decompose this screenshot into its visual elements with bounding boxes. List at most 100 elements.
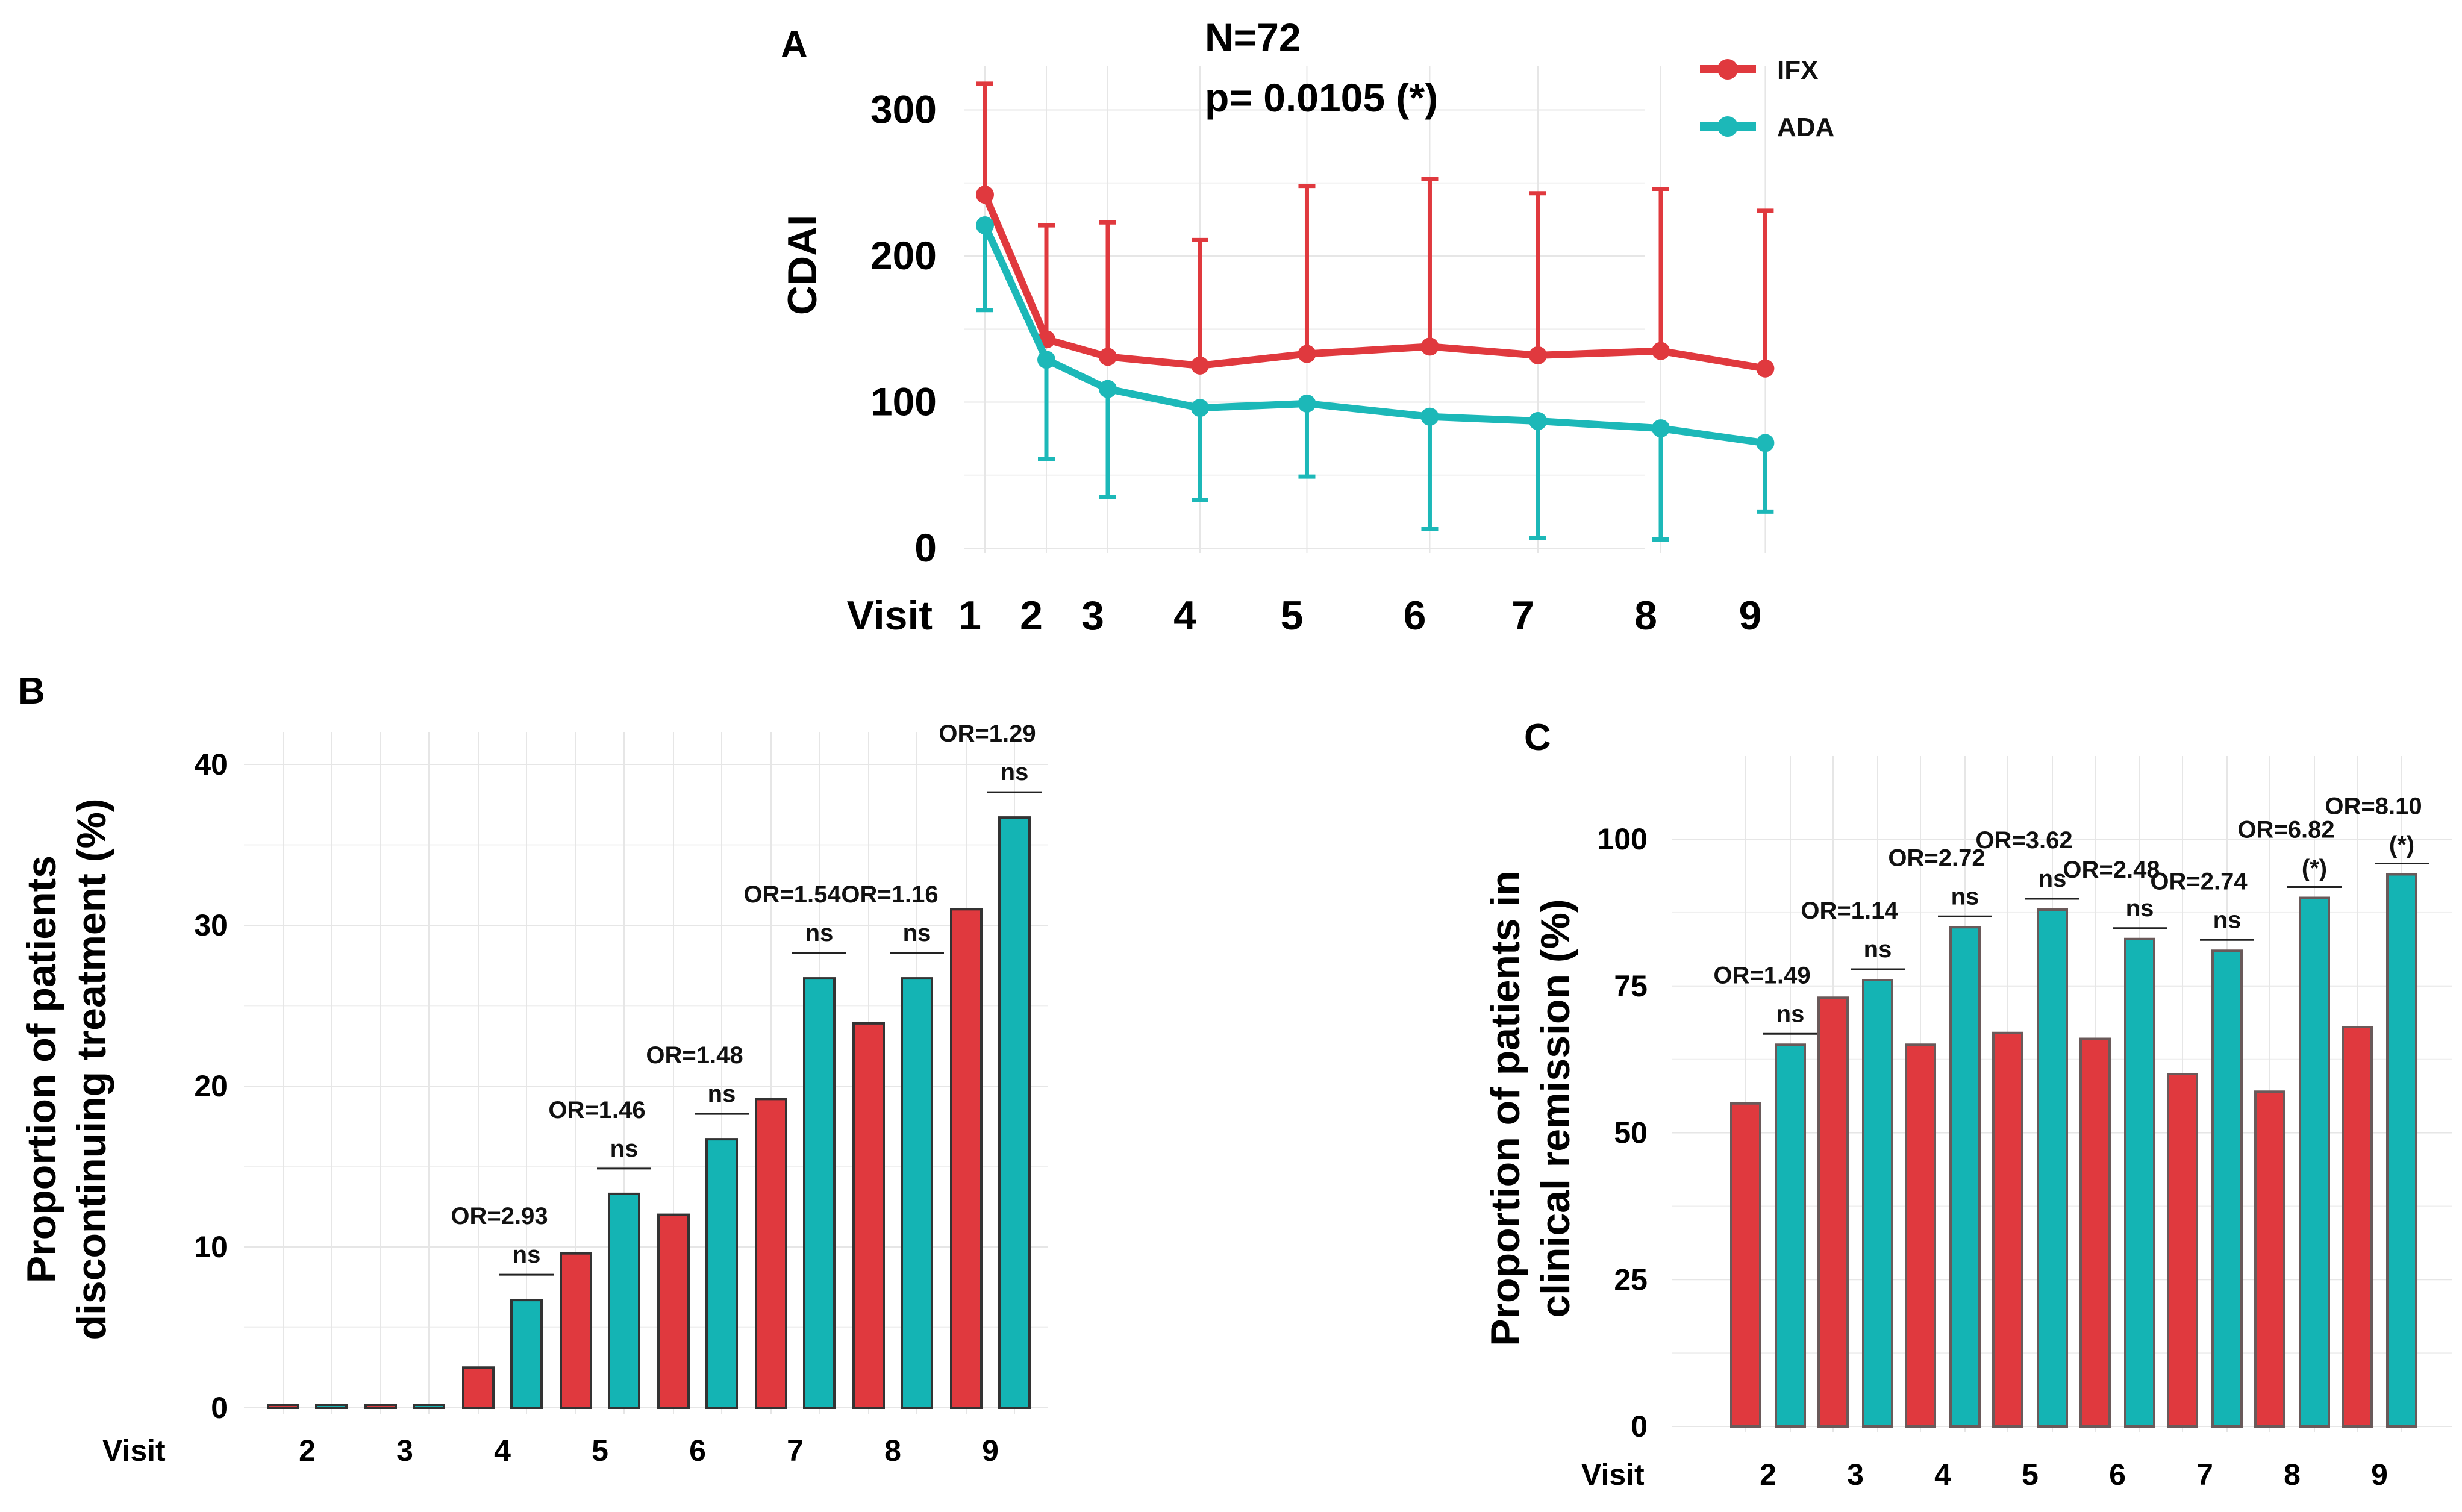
- x-tick-label: 8: [1634, 593, 1657, 639]
- annotations: OR=1.49nsOR=1.14nsOR=2.72nsOR=3.62nsOR=2…: [1713, 793, 2429, 1035]
- odds-ratio-label: OR=1.46: [548, 1097, 645, 1123]
- y-tick-label: 25: [1614, 1263, 1648, 1296]
- x-axis-label: Visit: [847, 593, 933, 639]
- bar: [560, 1252, 592, 1409]
- bar: [2211, 949, 2243, 1428]
- x-tick-label: 7: [787, 1434, 804, 1467]
- panel-a: A 0 100 200 300 CDAI Visit 1 2 3 4 5 6 7 8 9 N=72 p= 0.01…: [780, 15, 1834, 639]
- significance-label: ns: [2126, 895, 2154, 922]
- series-ada: [1775, 873, 2417, 1428]
- x-tick-label: 4: [1934, 1458, 1951, 1492]
- x-tick-label: 9: [982, 1434, 999, 1467]
- data-point: [1529, 346, 1547, 364]
- y-tick-label: 50: [1614, 1116, 1648, 1150]
- bar: [852, 1022, 885, 1409]
- bar: [705, 1138, 738, 1409]
- series-line: [981, 223, 1766, 447]
- odds-ratio-label: OR=1.49: [1713, 962, 1810, 989]
- y-axis-label-line: Proportion of patients in: [1483, 870, 1528, 1346]
- data-point: [1099, 348, 1117, 366]
- significance-label: ns: [805, 920, 834, 946]
- legend-marker: [1717, 59, 1738, 80]
- x-tick-label: 6: [1404, 593, 1426, 639]
- y-axis-label-line: clinical remission (%): [1533, 899, 1578, 1317]
- y-tick-label: 100: [1598, 822, 1648, 856]
- y-axis-label: CDAI: [780, 215, 825, 315]
- x-axis-label: Visit: [1581, 1458, 1645, 1492]
- series-ada: [315, 816, 1031, 1410]
- significance-label: ns: [1001, 759, 1029, 786]
- y-tick-label: 40: [194, 748, 228, 781]
- bar: [1730, 1102, 1761, 1428]
- panel-a-label: A: [781, 24, 808, 66]
- data-point: [1652, 419, 1670, 438]
- x-tick-label: 9: [1739, 593, 1761, 639]
- y-tick-label: 30: [194, 908, 228, 942]
- bar: [1775, 1043, 1806, 1428]
- data-point: [976, 186, 994, 204]
- y-tick-label: 0: [211, 1391, 228, 1425]
- series-ifx: [976, 81, 1775, 378]
- odds-ratio-label: OR=1.29: [939, 720, 1036, 747]
- x-tick-label: 5: [1281, 593, 1304, 639]
- data-point: [1099, 380, 1117, 398]
- x-tick-label: 2: [1020, 593, 1043, 639]
- significance-label: ns: [1951, 883, 1979, 910]
- bar: [2299, 896, 2330, 1428]
- bar: [901, 977, 933, 1409]
- x-tick-label: 2: [1760, 1458, 1776, 1492]
- data-point: [1652, 342, 1670, 360]
- significance-label: ns: [1776, 1001, 1805, 1027]
- x-tick-label: 9: [2371, 1458, 2388, 1492]
- y-tick-label: 75: [1614, 969, 1648, 1003]
- odds-ratio-label: OR=8.10: [2325, 793, 2422, 820]
- significance-label: (*): [2302, 855, 2327, 882]
- data-point: [1420, 407, 1439, 426]
- x-tick-label: 6: [2109, 1458, 2126, 1492]
- bar: [510, 1299, 543, 1410]
- bar: [315, 1404, 348, 1409]
- x-tick-label: 4: [494, 1434, 511, 1467]
- data-point: [1037, 351, 1055, 369]
- bar: [657, 1213, 690, 1409]
- data-point: [1529, 412, 1547, 431]
- bar: [1862, 979, 1893, 1428]
- bar: [1949, 926, 1981, 1428]
- bar: [2254, 1090, 2285, 1428]
- x-tick-label: 4: [1173, 593, 1196, 639]
- series-ifx: [267, 908, 983, 1410]
- bar: [413, 1404, 445, 1409]
- x-tick-label: 5: [592, 1434, 608, 1467]
- odds-ratio-label: OR=2.48: [2063, 857, 2160, 883]
- panel-b: B 0 10 20 30 40 Proportion of patients disconti…: [18, 670, 1048, 1467]
- data-point: [976, 216, 994, 235]
- y-tick-label: 300: [870, 87, 937, 132]
- significance-label: ns: [610, 1136, 639, 1162]
- data-point: [1420, 337, 1439, 356]
- bar: [2386, 873, 2417, 1428]
- significance-label: ns: [903, 920, 931, 946]
- bar: [2079, 1037, 2111, 1428]
- significance-label: ns: [513, 1242, 541, 1268]
- data-point: [1298, 394, 1316, 413]
- significance-label: ns: [708, 1081, 736, 1107]
- p-value-note: p= 0.0105 (*): [1205, 75, 1438, 120]
- data-point: [1191, 356, 1209, 375]
- x-tick-label: 6: [689, 1434, 706, 1467]
- odds-ratio-label: OR=2.74: [2150, 868, 2248, 895]
- legend: IFX ADA: [1700, 55, 1834, 142]
- y-tick-label: 10: [194, 1230, 228, 1264]
- legend-label: ADA: [1777, 113, 1834, 142]
- x-tick-label: 3: [1081, 593, 1104, 639]
- bar: [2342, 1026, 2373, 1428]
- x-tick-label: 5: [2022, 1458, 2039, 1492]
- y-axis-label-line: discontinuing treatment (%): [69, 798, 114, 1340]
- x-tick-label: 8: [884, 1434, 901, 1467]
- legend-marker: [1717, 116, 1738, 137]
- odds-ratio-label: OR=1.14: [1801, 898, 1898, 924]
- x-tick-label: 3: [396, 1434, 413, 1467]
- odds-ratio-label: OR=6.82: [2237, 817, 2334, 843]
- significance-label: ns: [2213, 907, 2242, 933]
